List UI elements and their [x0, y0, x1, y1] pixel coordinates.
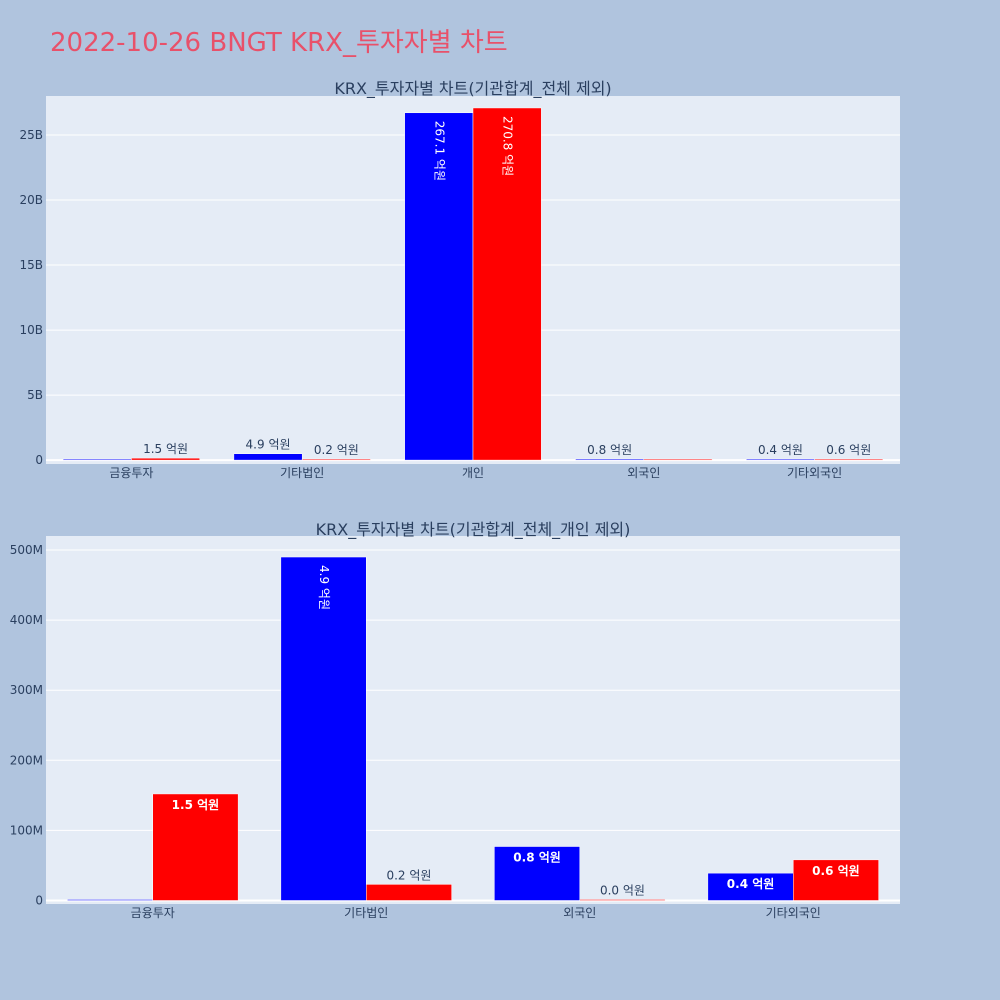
- bar-red: [643, 458, 713, 461]
- x-tick-label: 기타외국인: [766, 906, 821, 920]
- x-tick-label: 기타외국인: [787, 466, 842, 480]
- x-tick-label: 외국인: [563, 906, 596, 920]
- y-tick-label: 25B: [19, 128, 43, 142]
- y-tick-label: 400M: [10, 613, 43, 627]
- data-label: 0.0 억원: [600, 883, 645, 897]
- y-tick-label: 100M: [10, 823, 43, 837]
- bar-red: [793, 859, 879, 901]
- data-label: 0.2 억원: [386, 868, 431, 882]
- y-tick-label: 5B: [27, 388, 43, 402]
- page-title: 2022-10-26 BNGT KRX_투자자별 차트: [50, 28, 508, 58]
- x-tick-label: 기타법인: [344, 906, 388, 920]
- bar-blue: [67, 899, 153, 901]
- data-label: 0.2 억원: [314, 443, 359, 457]
- chart-panel-1: 0 5B 10B 15B 20B 25B KRX_투자자별 차트(기관합계_전체 제외) 금융…: [19, 79, 900, 480]
- data-label: 4.9 억원: [317, 565, 331, 610]
- x-tick-label: 기타법인: [280, 466, 324, 480]
- data-label: 270.8 억원: [501, 116, 515, 176]
- data-label: 0.4 억원: [758, 443, 803, 457]
- bar-blue: [707, 872, 794, 901]
- bar-red: [814, 458, 884, 461]
- y-tick-label: 15B: [19, 258, 43, 272]
- chart-panel-2: 0 100M 200M 300M 400M 500M KRX_투자자별 차트(기관합계_전체…: [10, 520, 900, 920]
- bar-red: [301, 458, 371, 461]
- chart-title: KRX_투자자별 차트(기관합계_전체_개인 제외): [316, 520, 631, 540]
- x-tick-label: 외국인: [627, 466, 660, 480]
- data-label: 267.1 억원: [432, 121, 446, 181]
- x-tick-label: 금융투자: [131, 906, 175, 920]
- x-tick-label: 금융투자: [109, 466, 153, 480]
- data-label: 0.8 억원: [587, 443, 632, 457]
- bar-blue: [494, 846, 581, 901]
- data-label: 0.4 억원: [727, 877, 775, 891]
- y-tick-label: 10B: [19, 323, 43, 337]
- data-label: 4.9 억원: [246, 438, 291, 452]
- data-label: 1.5 억원: [172, 798, 220, 812]
- y-tick-label: 300M: [10, 683, 43, 697]
- y-tick-label: 0: [35, 453, 43, 467]
- bar-blue: [233, 453, 303, 461]
- bar-red: [366, 884, 452, 901]
- data-label: 0.6 억원: [812, 864, 860, 878]
- bar-blue: [62, 458, 132, 461]
- y-tick-label: 20B: [19, 193, 43, 207]
- bar-blue: [746, 458, 815, 461]
- data-label: 0.6 억원: [826, 443, 871, 457]
- x-tick-label: 개인: [462, 466, 484, 480]
- bar-red: [579, 899, 666, 901]
- bar-red: [152, 793, 239, 901]
- bar-red: [472, 107, 542, 461]
- data-label: 1.5 억원: [143, 442, 188, 456]
- y-tick-label: 200M: [10, 753, 43, 767]
- bar-blue: [404, 112, 474, 461]
- bar-blue: [280, 556, 367, 901]
- bar-blue: [575, 458, 645, 461]
- y-tick-label: 500M: [10, 543, 43, 557]
- y-tick-label: 0: [35, 893, 43, 907]
- chart-title: KRX_투자자별 차트(기관합계_전체 제외): [334, 79, 611, 99]
- data-label: 0.8 억원: [513, 851, 561, 865]
- bar-red: [131, 457, 200, 461]
